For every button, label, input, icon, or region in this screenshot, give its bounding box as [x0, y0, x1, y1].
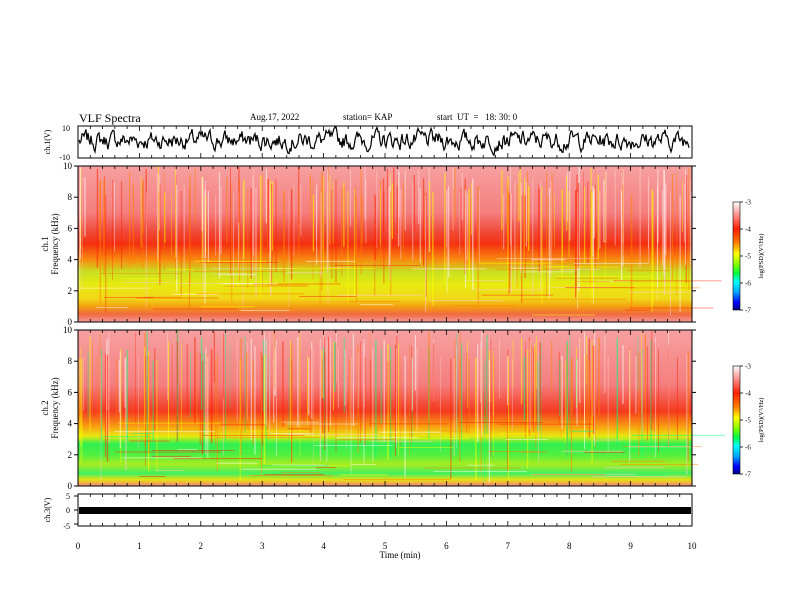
start-time-label: start UT = 18: 30: 0 — [437, 112, 518, 122]
ch1-colorbar-ticks: -3 -4 -5 -6 -7 — [740, 199, 751, 315]
ch1-colorbar: -3 -4 -5 -6 -7 log(PSD)(V²/Hz) — [732, 199, 765, 315]
time-tick-label: 9 — [628, 541, 633, 551]
time-tick-label: 7 — [506, 541, 511, 551]
ch2-spectrogram-image — [78, 330, 692, 486]
chart-title: VLF Spectra — [79, 111, 141, 125]
time-tick-label: 0 — [76, 541, 81, 551]
colorbar-tick-label: -7 — [745, 471, 751, 479]
ch2-spectrogram-streaks — [78, 330, 725, 483]
ch1-frequency-ticks: 0 2 4 6 8 10 — [63, 161, 696, 327]
time-tick-label: 6 — [444, 541, 449, 551]
time-tick-label: 5 — [383, 541, 388, 551]
time-tick-label: 3 — [260, 541, 265, 551]
ch1-ylabel: ch.1(V) — [43, 129, 52, 154]
ch2-colorbar-ticks: -3 -4 -5 -6 -7 — [740, 363, 751, 479]
ch1-spectrogram-streaks — [79, 166, 722, 316]
ch1-frequency-axis-label: Frequency (kHz) — [50, 213, 60, 274]
colorbar-tick-label: -4 — [745, 226, 751, 234]
ch1-ytick-bottom: -10 — [59, 153, 70, 162]
time-tick-label: 1 — [137, 541, 142, 551]
frequency-tick-label: 10 — [63, 161, 73, 171]
time-axis-tick-labels: 0 1 2 3 4 5 6 7 8 9 10 — [76, 541, 697, 551]
colorbar-tick-label: -3 — [745, 363, 751, 371]
ch1-ytick-top: 10 — [62, 124, 70, 133]
colorbar-tick-label: -6 — [745, 444, 751, 452]
ch3-waveform-band — [79, 507, 691, 514]
ch3-amplitude-ticks — [74, 495, 78, 525]
ch2-colorbar-label: log(PSD)(V²/Hz) — [758, 398, 765, 443]
colorbar-tick-label: -3 — [745, 199, 751, 207]
frequency-tick-label: 0 — [68, 481, 73, 491]
frequency-tick-label: 6 — [68, 223, 73, 233]
frequency-tick-label: 8 — [68, 356, 73, 366]
ch1-spectrogram-channel-label: ch.1 — [40, 236, 50, 251]
frequency-tick-label: 6 — [68, 387, 73, 397]
ch3-ytick-bottom: -5 — [63, 522, 70, 531]
colorbar-tick-label: -6 — [745, 280, 751, 288]
colorbar-tick-label: -5 — [745, 417, 751, 425]
colorbar-tick-label: -5 — [745, 253, 751, 261]
frequency-tick-label: 4 — [68, 255, 73, 265]
ch3-ytick-top: 5 — [66, 492, 70, 501]
frequency-tick-label: 4 — [68, 419, 73, 429]
ch1-waveform-panel: 10 -10 ch.1(V) — [43, 124, 693, 162]
frequency-tick-label: 0 — [68, 317, 73, 327]
colorbar-tick-label: -7 — [745, 307, 751, 315]
frequency-tick-label: 2 — [68, 286, 73, 296]
time-tick-label: 2 — [199, 541, 204, 551]
ch1-colorbar-label: log(PSD)(V²/Hz) — [758, 234, 765, 279]
ch3-ytick-mid: 0 — [66, 506, 70, 515]
time-tick-label: 10 — [688, 541, 698, 551]
time-axis-label: Time (min) — [380, 550, 421, 560]
ch2-spectrogram-channel-label: ch.2 — [40, 400, 50, 415]
time-tick-label: 4 — [321, 541, 326, 551]
time-axis: 0 1 2 3 4 5 6 7 8 9 10 Time (min) — [76, 126, 697, 560]
ch3-ylabel: ch.3(V) — [43, 497, 52, 522]
colorbar-tick-label: -4 — [745, 390, 751, 398]
station-label: station= KAP — [343, 112, 393, 122]
frequency-tick-label: 10 — [63, 325, 73, 335]
time-axis-tick-marks — [77, 126, 693, 526]
ch2-colorbar: -3 -4 -5 -6 -7 log(PSD)(V²/Hz) — [732, 363, 765, 479]
frequency-tick-label: 2 — [68, 450, 73, 460]
ch2-frequency-ticks: 0 2 4 6 8 10 — [63, 325, 696, 491]
frequency-tick-label: 8 — [68, 192, 73, 202]
ch1-waveform-line — [78, 125, 690, 157]
ch3-waveform-panel: 5 0 -5 ch.3(V) — [43, 492, 693, 531]
time-tick-label: 8 — [567, 541, 572, 551]
ch1-spectrogram-image — [78, 166, 692, 322]
ch2-spectrogram-panel: 0 2 4 6 8 10 ch.2 Frequency (kHz) — [40, 325, 725, 491]
date-label: Aug.17, 2022 — [250, 112, 300, 122]
ch1-spectrogram-panel: 0 2 4 6 8 10 ch.1 Frequency (kHz) — [40, 161, 722, 327]
ch2-frequency-axis-label: Frequency (kHz) — [50, 377, 60, 438]
